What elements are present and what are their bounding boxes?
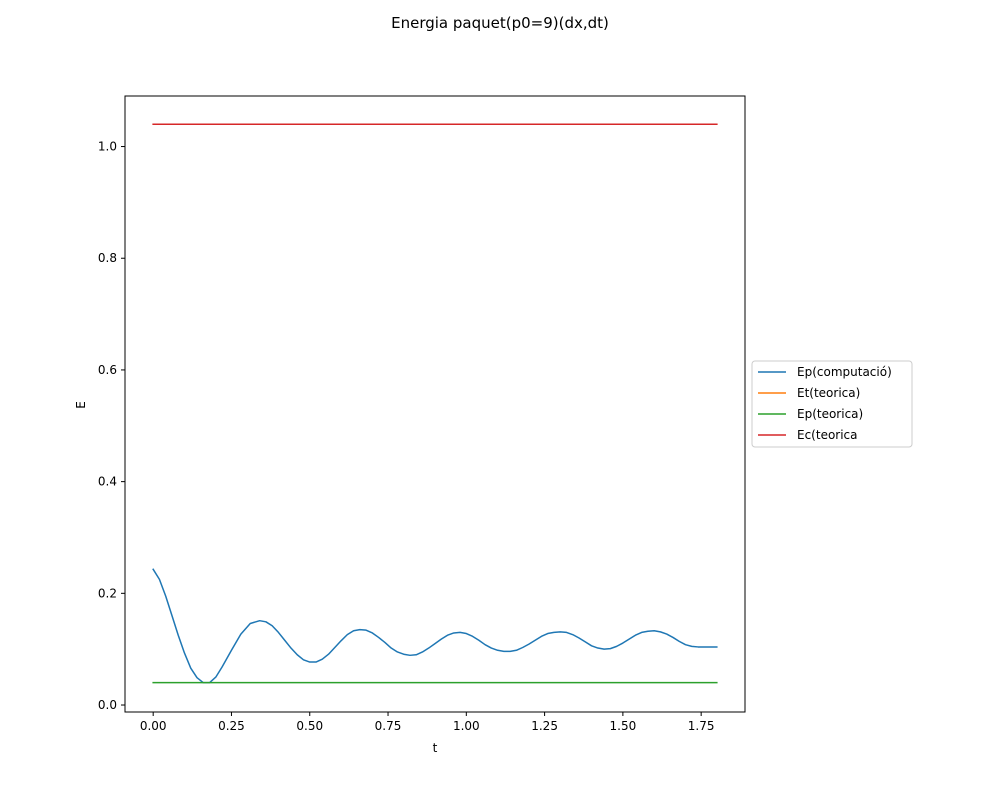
x-tick-label: 1.00 (453, 719, 480, 733)
y-tick-label: 1.0 (98, 140, 117, 154)
y-axis: 0.0 0.2 0.4 0.6 0.8 1.0 (98, 140, 125, 712)
x-axis-label: t (433, 741, 438, 755)
y-tick-label: 0.0 (98, 698, 117, 712)
legend-label-2: Et(teorica) (797, 386, 860, 400)
chart-title: Energia paquet(p0=9)(dx,dt) (391, 14, 609, 32)
x-tick-label: 1.75 (688, 719, 715, 733)
plot-frame (124, 95, 746, 713)
x-tick-label: 0.00 (140, 719, 167, 733)
y-tick-label: 0.6 (98, 363, 117, 377)
x-tick-label: 1.25 (531, 719, 558, 733)
x-tick-label: 1.50 (610, 719, 637, 733)
y-axis-label: E (74, 401, 88, 409)
x-axis: 0.00 0.25 0.50 0.75 1.00 1.25 1.50 1.75 (140, 712, 715, 733)
legend-label-1: Ep(computació) (797, 365, 892, 379)
x-tick-label: 0.25 (218, 719, 245, 733)
legend-box (751, 360, 913, 448)
y-tick-label: 0.8 (98, 251, 117, 265)
legend: Ep(computació) Et(teorica) Ep(teorica) Ec(t… (751, 360, 913, 448)
x-tick-label: 0.50 (296, 719, 323, 733)
series-layer (152, 123, 718, 684)
y-tick-label: 0.2 (98, 586, 117, 600)
x-tick-label: 0.75 (375, 719, 402, 733)
y-tick-label: 0.4 (98, 475, 117, 489)
series-line-1 (152, 568, 718, 684)
legend-label-4: Ec(teorica (797, 428, 858, 442)
legend-label-3: Ep(teorica) (797, 407, 863, 421)
